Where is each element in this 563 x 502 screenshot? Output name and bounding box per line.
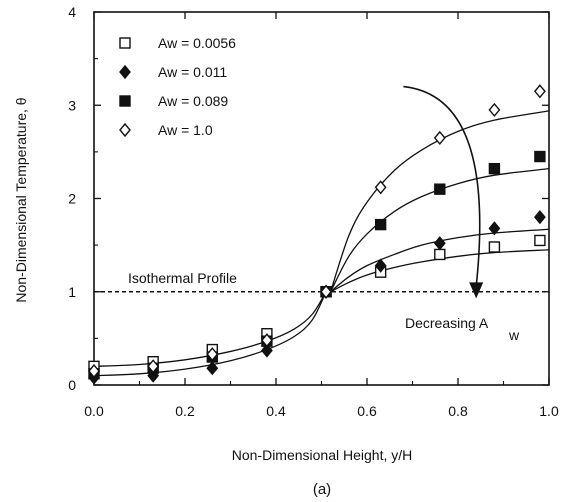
legend-label: Aw = 1.0 — [158, 122, 213, 138]
data-point-series-4 — [374, 180, 387, 195]
legend-marker — [119, 122, 131, 138]
data-point-series-4 — [433, 130, 446, 145]
data-point-series-2 — [433, 236, 446, 251]
data-point-series-2 — [488, 221, 501, 236]
data-point-series-1 — [488, 241, 501, 253]
data-points — [88, 84, 546, 385]
data-point-series-4 — [533, 84, 546, 99]
fit-curve-lower — [93, 291, 327, 367]
x-tick-label: 0.6 — [357, 403, 377, 419]
fit-curve-lower — [93, 291, 327, 377]
y-tick-label: 1 — [68, 284, 76, 300]
data-point-series-1 — [534, 234, 546, 247]
annotation: Decreasing A w — [403, 85, 520, 343]
y-tick-label: 4 — [68, 4, 76, 20]
x-tick-label: 1.0 — [539, 403, 559, 419]
fit-curve-upper — [330, 168, 550, 293]
annotation-text: Decreasing A — [405, 315, 489, 331]
legend-label: Aw = 0.0056 — [158, 35, 236, 51]
legend: Aw = 0.0056 Aw = 0.011 Aw = 0.089 Aw = 1.0 — [119, 35, 236, 138]
legend-marker — [119, 95, 131, 107]
fit-curve-upper — [330, 228, 550, 293]
data-point-series-4 — [206, 347, 219, 362]
legend-marker — [119, 37, 131, 49]
y-tick-label: 3 — [68, 97, 76, 113]
fit-curves — [93, 110, 550, 377]
isothermal-label: Isothermal Profile — [128, 270, 237, 286]
annotation-arrow — [403, 85, 481, 287]
y-axis-label: Non-Dimensional Temperature, θ — [13, 97, 29, 302]
y-tick-label: 0 — [68, 377, 76, 393]
data-point-series-4 — [260, 333, 273, 348]
data-point-series-3 — [374, 218, 387, 231]
legend-label: Aw = 0.011 — [158, 64, 227, 80]
fit-curve-upper — [329, 110, 550, 292]
data-point-series-3 — [434, 183, 446, 195]
x-tick-label: 0.2 — [175, 403, 195, 419]
legend-marker — [119, 64, 131, 80]
data-point-series-3 — [534, 150, 546, 163]
annotation-subscript: w — [508, 327, 520, 343]
x-tick-label: 0.4 — [266, 403, 286, 419]
data-point-series-2 — [533, 210, 546, 225]
legend-label: Aw = 0.089 — [158, 93, 228, 109]
ticks: 0.0 0.2 0.4 0.6 0.8 1.0 0 1 2 3 4 — [68, 4, 559, 419]
data-point-series-4 — [320, 284, 332, 299]
annotation-arrowhead — [469, 282, 484, 299]
data-point-series-2 — [206, 361, 219, 376]
data-point-series-2 — [374, 258, 387, 273]
fit-curve-upper — [330, 249, 550, 293]
x-tick-label: 0.8 — [448, 403, 468, 419]
data-point-series-1 — [434, 248, 446, 261]
data-point-series-2 — [260, 343, 273, 358]
x-axis-label: Non-Dimensional Height, y/H — [232, 447, 413, 463]
data-point-series-4 — [488, 102, 501, 118]
y-tick-label: 2 — [68, 191, 76, 207]
data-point-series-4 — [147, 359, 160, 374]
data-point-series-4 — [88, 363, 100, 379]
x-tick-label: 0.0 — [84, 403, 104, 419]
data-point-series-3 — [488, 162, 501, 175]
figure-caption: (a) — [313, 481, 331, 498]
